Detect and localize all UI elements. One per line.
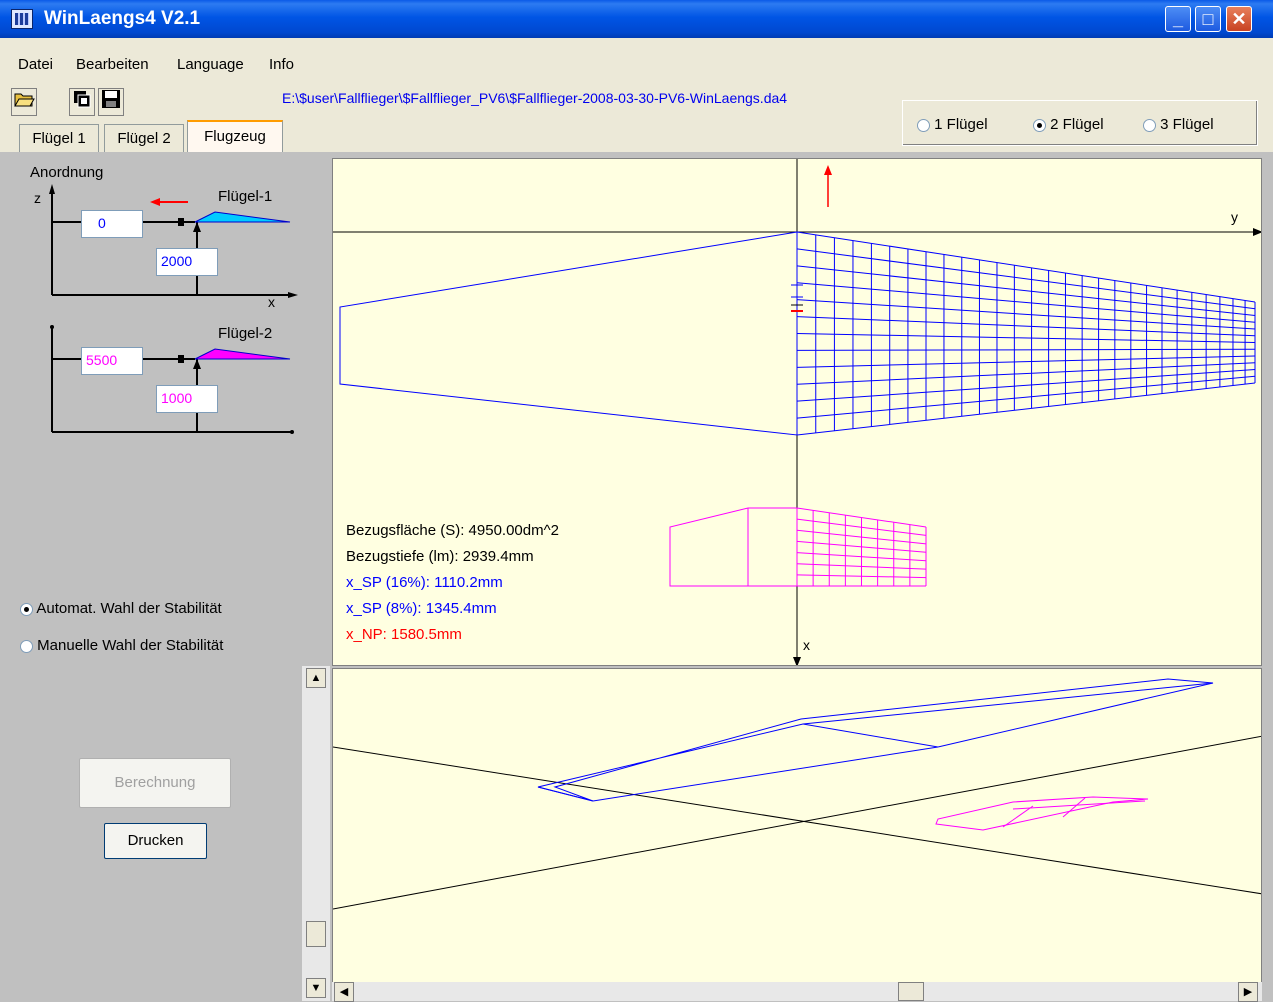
area-result: Bezugsfläche (S): 4950.00dm^2 [346, 522, 559, 539]
vertical-scroll-thumb[interactable] [306, 921, 326, 947]
copy-icon[interactable] [69, 88, 95, 116]
minimize-button[interactable]: _ [1165, 6, 1191, 32]
radio-auto-stability[interactable]: Automat. Wahl der Stabilität [20, 600, 222, 617]
menu-bearbeiten[interactable]: Bearbeiten [76, 56, 149, 73]
wing2-z-input[interactable]: 5500 [81, 347, 143, 375]
save-icon[interactable] [98, 88, 124, 116]
wing1-label: Flügel-1 [218, 188, 272, 205]
calculate-button[interactable]: Berechnung [79, 758, 231, 808]
xsp16-result: x_SP (16%): 1110.2mm [346, 574, 503, 591]
wing1-x-input[interactable]: 2000 [156, 248, 218, 276]
scroll-left-icon[interactable]: ◀ [334, 982, 354, 1002]
menu-bar: Datei Bearbeiten Language Info [0, 58, 1273, 82]
menu-language[interactable]: Language [177, 56, 244, 73]
wing2-label: Flügel-2 [218, 325, 272, 342]
wing-count-group: 1 Flügel 2 Flügel 3 Flügel [902, 100, 1258, 146]
horizontal-scrollbar[interactable]: ◀ ▶ [332, 982, 1262, 1001]
wing1-z-input[interactable]: 0 [81, 210, 143, 238]
app-icon [11, 9, 33, 29]
wing2-mesh [748, 508, 926, 586]
radio-manual-stability[interactable]: Manuelle Wahl der Stabilität [20, 637, 223, 654]
radio-1-wing[interactable]: 1 Flügel [917, 116, 988, 133]
xnp-result: x_NP: 1580.5mm [346, 626, 462, 643]
scroll-up-icon[interactable]: ▲ [306, 668, 326, 688]
menu-datei[interactable]: Datei [18, 56, 53, 73]
top-view-panel: y x Bezugsfläche (S): 4950.00dm^2 Bezugs… [332, 158, 1262, 666]
left-panel: Anordnung z x Flügel-1 Flügel-2 0 2000 5… [0, 152, 330, 1001]
z-axis-label: z [34, 190, 41, 206]
print-button[interactable]: Drucken [104, 823, 207, 859]
chord-result: Bezugstiefe (lm): 2939.4mm [346, 548, 534, 565]
perspective-canvas [333, 669, 1262, 983]
xsp8-result: x_SP (8%): 1345.4mm [346, 600, 497, 617]
radio-2-wing[interactable]: 2 Flügel [1033, 116, 1104, 133]
wing1-mesh [797, 232, 1255, 435]
scroll-right-icon[interactable]: ▶ [1238, 982, 1258, 1002]
file-path: E:\$user\Fallflieger\$Fallflieger_PV6\$F… [282, 90, 787, 106]
maximize-button[interactable]: □ [1195, 6, 1221, 32]
horizontal-scroll-thumb[interactable] [898, 982, 924, 1001]
radio-3-wing[interactable]: 3 Flügel [1143, 116, 1214, 133]
x-axis-label: x [268, 294, 275, 310]
vertical-scrollbar[interactable]: ▲ ▼ [302, 666, 330, 1001]
scroll-down-icon[interactable]: ▼ [306, 978, 326, 998]
window-title: WinLaengs4 V2.1 [44, 8, 200, 30]
tab-flugzeug[interactable]: Flugzeug [187, 120, 283, 153]
menu-info[interactable]: Info [269, 56, 294, 73]
close-button[interactable]: ✕ [1226, 6, 1252, 32]
wing2-x-input[interactable]: 1000 [156, 385, 218, 413]
tab-fluegel-2[interactable]: Flügel 2 [104, 124, 184, 152]
perspective-view-panel [332, 668, 1262, 983]
title-bar: WinLaengs4 V2.1 _ □ ✕ [0, 0, 1273, 38]
tab-fluegel-1[interactable]: Flügel 1 [19, 124, 99, 152]
y-axis-label: y [1231, 209, 1238, 225]
x-axis-label-top: x [803, 637, 810, 653]
open-folder-icon[interactable] [11, 88, 37, 116]
